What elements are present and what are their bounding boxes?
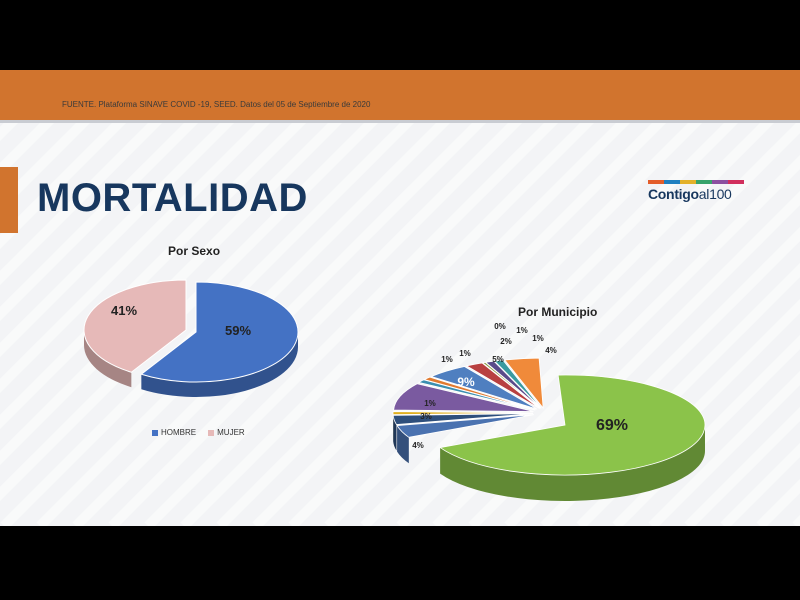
pie-slice (423, 376, 536, 411)
logo-color-bar (648, 180, 744, 184)
pie-slice (484, 360, 541, 409)
bg-stripe (72, 70, 536, 526)
logo-text-light: al100 (698, 186, 732, 202)
chart-title-municipio: Por Municipio (518, 305, 598, 319)
pie-data-label: 4% (545, 346, 557, 355)
logo-bar-segment (664, 180, 680, 184)
legend-label-hombre: HOMBRE (161, 428, 197, 437)
pie-data-label: 41% (111, 303, 137, 318)
contigo-al-100-logo: Contigoal100 (648, 180, 748, 206)
pie-slice (465, 362, 540, 409)
pie-data-label: 1% (441, 355, 453, 364)
pie-slice-mujer (83, 279, 187, 373)
pie-slice-hombre (140, 281, 299, 383)
pie-slice (503, 357, 544, 410)
pie-slice (392, 413, 534, 425)
title-accent-bar (0, 167, 18, 233)
pie-slice-side (440, 425, 705, 501)
pie-data-label: 1% (532, 334, 544, 343)
sexo-legend: HOMBRE MUJER (152, 428, 245, 437)
legend-item-hombre: HOMBRE (152, 428, 196, 437)
bg-stripe (0, 70, 140, 214)
pie-data-label: 3% (420, 412, 432, 421)
pie-data-label: 4% (412, 441, 424, 450)
pie-slice-side (141, 332, 298, 397)
pie-data-label: 1% (459, 349, 471, 358)
bg-stripe (252, 70, 716, 526)
pie-slice (439, 374, 706, 476)
logo-bar-segment (648, 180, 664, 184)
pie-data-label: 1% (516, 326, 528, 335)
pie-slice (493, 359, 542, 409)
bg-stripe (0, 70, 176, 250)
logo-bar-segment (712, 180, 728, 184)
pie-slice (392, 411, 534, 416)
logo-bar-segment (696, 180, 712, 184)
pie-data-label: 1% (424, 399, 436, 408)
legend-item-mujer: MUJER (208, 428, 245, 437)
slide: FUENTE. Plataforma SINAVE COVID -19, SEE… (0, 70, 800, 526)
pie-slice-side (84, 330, 132, 388)
pie-slice (393, 383, 534, 412)
bg-stripe (216, 70, 680, 526)
pie-data-label: 0% (494, 322, 506, 331)
bg-stripe (288, 70, 752, 526)
pie-charts: 59%41%69%4%3%1%9%1%1%5%2%0% 1%1%4% (83, 279, 706, 501)
pie-data-label: 9% (457, 375, 475, 389)
bg-stripe (648, 370, 800, 526)
pie-slice (396, 414, 534, 438)
bg-stripe (684, 406, 800, 526)
pie-data-label: 69% (596, 417, 628, 434)
bg-stripe (108, 70, 572, 526)
pie-slice-side (393, 415, 397, 451)
logo-bar-segment (728, 180, 744, 184)
logo-text: Contigoal100 (648, 186, 732, 202)
page-title: MORTALIDAD (37, 176, 308, 220)
bg-stripe (0, 70, 104, 178)
bg-stripe (0, 70, 248, 322)
legend-swatch-mujer (208, 429, 215, 436)
pie-slice (430, 366, 538, 410)
bg-stripe (144, 70, 608, 526)
logo-bar-segment (680, 180, 696, 184)
legend-swatch-hombre (152, 429, 158, 436)
bg-stripe (180, 70, 644, 526)
pie-data-label: 59% (225, 323, 251, 338)
bg-stripe (0, 70, 284, 358)
bg-stripe (0, 70, 212, 286)
source-note: FUENTE. Plataforma SINAVE COVID -19, SEE… (62, 100, 371, 109)
pie-slice-side (397, 425, 409, 464)
chart-title-sexo: Por Sexo (168, 244, 221, 258)
background-stripes (0, 70, 800, 526)
logo-text-bold: Contigo (648, 186, 699, 202)
legend-label-mujer: MUJER (217, 428, 245, 437)
pie-data-label: 2% (500, 337, 512, 346)
bg-stripe (0, 70, 320, 394)
bg-stripe (360, 82, 800, 526)
header-band: FUENTE. Plataforma SINAVE COVID -19, SEE… (0, 70, 800, 123)
pie-data-label: 5% (492, 355, 504, 364)
